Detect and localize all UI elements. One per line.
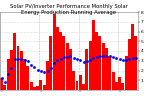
Bar	[16, 46, 20, 90]
Bar	[85, 49, 88, 90]
Bar	[10, 50, 13, 90]
Bar	[128, 39, 131, 90]
Bar	[118, 77, 121, 90]
Bar	[115, 82, 118, 90]
Bar	[7, 59, 10, 90]
Bar	[135, 36, 137, 90]
Bar	[89, 41, 92, 90]
Bar	[23, 59, 26, 90]
Bar	[92, 20, 95, 90]
Bar	[69, 49, 72, 90]
Bar	[125, 56, 128, 90]
Bar	[49, 36, 52, 90]
Bar	[30, 82, 33, 90]
Text: Solar PV/Inverter Performance Monthly Solar Energy Production Running Average: Solar PV/Inverter Performance Monthly So…	[10, 4, 128, 15]
Bar	[121, 83, 124, 90]
Bar	[43, 85, 46, 90]
Bar	[56, 27, 59, 90]
Bar	[36, 86, 39, 90]
Bar	[40, 80, 42, 90]
Bar	[66, 43, 69, 90]
Bar	[53, 14, 56, 90]
Bar	[59, 32, 62, 90]
Bar	[79, 75, 82, 90]
Bar	[98, 36, 101, 90]
Bar	[131, 24, 134, 90]
Bar	[26, 66, 29, 90]
Bar	[102, 43, 105, 90]
Bar	[62, 36, 65, 90]
Bar	[76, 81, 78, 90]
Bar	[82, 84, 85, 90]
Bar	[33, 87, 36, 90]
Bar	[108, 56, 111, 90]
Bar	[112, 72, 115, 90]
Bar	[13, 33, 16, 90]
Bar	[0, 78, 3, 90]
Bar	[105, 48, 108, 90]
Bar	[4, 85, 6, 90]
Bar	[72, 70, 75, 90]
Bar	[95, 32, 98, 90]
Bar	[46, 61, 49, 90]
Bar	[20, 51, 23, 90]
